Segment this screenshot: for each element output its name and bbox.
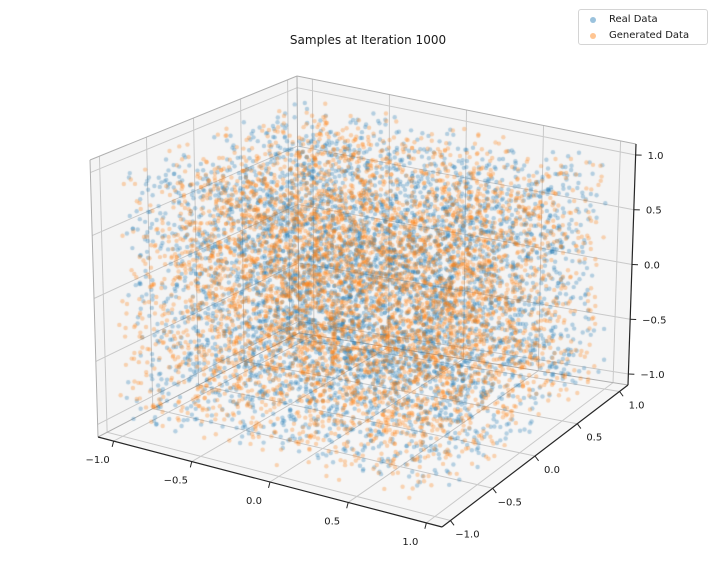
legend-marker-generated-data-icon	[590, 33, 596, 39]
legend-label-real-data: Real Data	[609, 14, 658, 25]
legend-item-real-data: Real Data	[579, 12, 707, 28]
legend-item-generated-data: Generated Data	[579, 28, 707, 44]
chart-title: Samples at Iteration 1000	[289, 33, 447, 47]
legend-label-generated-data: Generated Data	[609, 30, 690, 41]
legend: Real Data Generated Data	[578, 9, 708, 45]
legend-marker-real-data-icon	[590, 17, 596, 23]
